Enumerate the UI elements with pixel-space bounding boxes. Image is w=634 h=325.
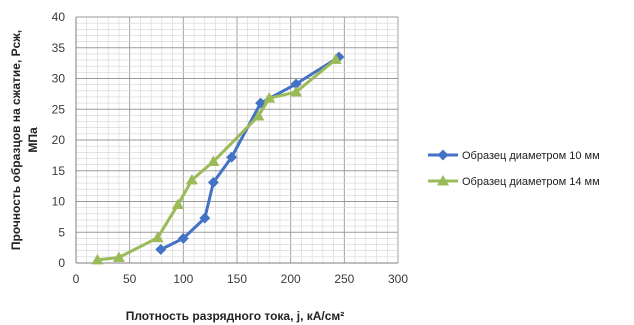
y-tick-label: 15 — [52, 164, 66, 178]
series-line — [159, 55, 341, 251]
x-tick-label: 100 — [173, 272, 193, 286]
y-tick-label: 0 — [58, 256, 65, 270]
x-tick-label: 0 — [73, 272, 80, 286]
y-tick-label: 25 — [52, 102, 66, 116]
y-tick-label: 20 — [52, 133, 66, 147]
data-point — [252, 109, 265, 121]
data-point — [329, 53, 342, 64]
data-point — [91, 253, 104, 265]
y-tick-label: 35 — [52, 41, 66, 55]
series-1 — [155, 51, 345, 256]
data-point — [263, 92, 276, 103]
data-point — [155, 243, 167, 256]
data-point — [226, 151, 238, 163]
x-tick-label: 50 — [123, 272, 137, 286]
data-point — [151, 231, 164, 243]
x-tick-label: 200 — [281, 272, 301, 286]
series-line — [95, 57, 338, 262]
y-tick-label: 40 — [52, 10, 66, 24]
legend: Образец диаметром 10 мм Образец диаметром… — [428, 149, 600, 188]
series-2 — [91, 53, 342, 265]
x-tick-label: 300 — [388, 272, 408, 286]
legend-label: Образец диаметром 10 мм — [462, 150, 600, 162]
axes — [75, 17, 398, 264]
data-point — [290, 85, 303, 97]
legend-item-2: Образец диаметром 14 мм — [428, 174, 600, 188]
legend-label: Образец диаметром 14 мм — [462, 176, 600, 188]
data-point — [207, 155, 220, 166]
x-tick-label: 150 — [227, 272, 247, 286]
x-tick-label: 250 — [334, 272, 354, 286]
y-tick-labels: 0 5 10 15 20 25 30 35 40 — [52, 10, 66, 270]
x-axis-title: Плотность разрядного тока, j, кА/см² — [126, 309, 345, 323]
legend-item-1: Образец диаметром 10 мм — [428, 149, 600, 162]
data-point — [199, 212, 211, 224]
data-point — [207, 176, 219, 188]
legend-marker — [436, 174, 450, 186]
data-point — [171, 198, 184, 210]
data-point — [112, 251, 125, 262]
x-tick-labels: 0 50 100 150 200 250 300 — [73, 272, 409, 286]
legend-marker — [437, 149, 449, 161]
y-tick-label: 5 — [58, 225, 65, 239]
grid — [75, 16, 399, 264]
y-axis-title-line-2: МПа — [26, 127, 40, 153]
y-tick-label: 10 — [52, 195, 66, 209]
data-point — [185, 173, 198, 185]
series-layer — [91, 51, 345, 265]
y-tick-label: 30 — [52, 72, 66, 86]
data-point — [177, 232, 189, 244]
y-axis-title-line-1: Прочность образцов на сжатие, Рсж, — [9, 30, 23, 250]
